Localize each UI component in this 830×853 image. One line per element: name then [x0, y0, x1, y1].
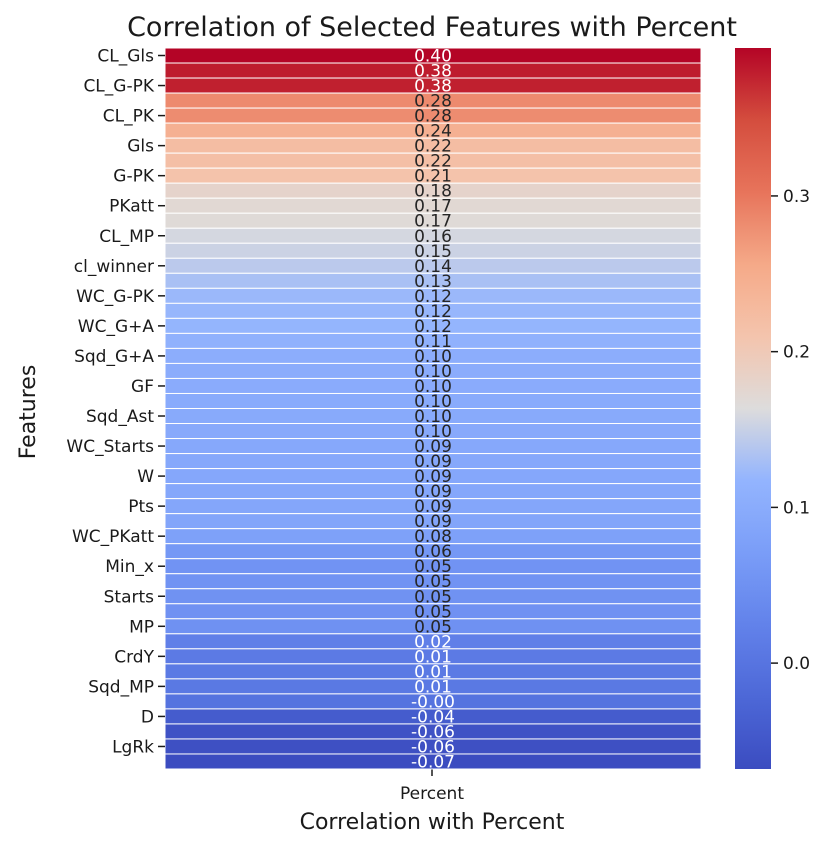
- cell-value-label: 0.10: [414, 362, 452, 382]
- heatmap-cell: [164, 753, 702, 770]
- heatmap-cells: [164, 47, 702, 770]
- y-tick-label: PKatt: [109, 197, 154, 217]
- y-tick-label: LgRk: [112, 737, 154, 757]
- cell-value-label: 0.22: [414, 152, 452, 172]
- cell-value-label: 0.16: [414, 227, 452, 247]
- cell-value-label: 0.15: [414, 242, 452, 262]
- y-tick-label: CL_PK: [103, 107, 155, 127]
- cell-value-label: 0.17: [414, 197, 452, 217]
- cell-value-label: 0.10: [414, 377, 452, 397]
- y-tick-label: WC_Starts: [66, 437, 154, 457]
- cell-value-label: -0.06: [411, 737, 455, 757]
- cell-value-label: 0.05: [414, 617, 452, 637]
- cell-value-label: 0.10: [414, 347, 452, 367]
- colorbar: [735, 48, 771, 769]
- cell-value-label: 0.08: [414, 527, 452, 547]
- colorbar-tick-label: 0.0: [783, 654, 810, 674]
- y-tick-label: W: [137, 467, 154, 487]
- colorbar-tick-label: 0.1: [783, 498, 810, 518]
- cell-value-label: 0.10: [414, 392, 452, 412]
- cell-value-label: 0.22: [414, 137, 452, 157]
- cell-value-label: 0.21: [414, 167, 452, 187]
- cell-value-label: -0.00: [411, 692, 455, 712]
- y-tick-label: CrdY: [114, 647, 154, 667]
- cell-value-label: 0.18: [414, 182, 452, 202]
- cell-value-label: 0.10: [414, 407, 452, 427]
- cell-value-label: 0.05: [414, 587, 452, 607]
- y-tick-label: Sqd_MP: [88, 677, 154, 697]
- cell-value-label: 0.06: [414, 542, 452, 562]
- colorbar-ticks: 0.0 0.1 0.2 0.3: [771, 187, 810, 674]
- cell-value-label: -0.04: [411, 707, 455, 727]
- cell-value-label: 0.12: [414, 317, 452, 337]
- y-tick-label: MP: [129, 617, 154, 637]
- cell-value-label: 0.02: [414, 632, 452, 652]
- y-tick-label: Pts: [128, 497, 154, 517]
- cell-value-label: 0.13: [414, 272, 452, 292]
- cell-value-label: 0.24: [414, 122, 452, 142]
- cell-value-label: -0.07: [411, 752, 455, 772]
- y-axis-label: Features: [16, 365, 41, 460]
- cell-value-label: 0.38: [414, 77, 452, 97]
- y-tick-label: CL_G-PK: [83, 77, 154, 97]
- cell-value-label: 0.38: [414, 62, 452, 82]
- y-tick-label: Sqd_Ast: [86, 407, 154, 427]
- cell-value-label: 0.01: [414, 677, 452, 697]
- cell-value-label: 0.12: [414, 302, 452, 322]
- cell-value-label: 0.09: [414, 452, 452, 472]
- x-axis-label: Correlation with Percent: [300, 810, 565, 835]
- cell-value-label: 0.12: [414, 287, 452, 307]
- cell-value-label: 0.28: [414, 92, 452, 112]
- cell-value-label: 0.09: [414, 497, 452, 517]
- cell-value-label: 0.09: [414, 512, 452, 532]
- y-tick-label: Starts: [104, 587, 155, 607]
- y-tick-label: CL_MP: [99, 227, 154, 247]
- cell-value-label: 0.01: [414, 662, 452, 682]
- y-tick-label: Min_x: [105, 557, 154, 577]
- cell-value-label: 0.28: [414, 107, 452, 127]
- y-tick-label: Sqd_G+A: [74, 347, 154, 367]
- y-tick-label: cl_winner: [74, 257, 154, 277]
- y-tick-label: CL_Gls: [97, 47, 154, 67]
- colorbar-tick-label: 0.3: [783, 187, 810, 207]
- y-tick-label: Gls: [127, 137, 154, 157]
- cell-value-label: 0.17: [414, 212, 452, 232]
- y-tick-label: WC_G-PK: [76, 287, 155, 307]
- y-tick-label: D: [141, 707, 154, 727]
- cell-value-label: 0.01: [414, 647, 452, 667]
- y-axis-ticks: CL_Gls CL_G-PK CL_PK Gls G-PK PKatt CL_MP cl_wi…: [66, 47, 165, 757]
- y-tick-label: G-PK: [113, 167, 155, 187]
- heatmap-cell-labels: 0.400.380.380.280.280.240.220.220.210.18…: [411, 47, 455, 773]
- y-tick-label: WC_PKatt: [72, 527, 154, 547]
- cell-value-label: -0.06: [411, 722, 455, 742]
- x-tick-label: Percent: [400, 784, 464, 804]
- cell-value-label: 0.14: [414, 257, 452, 277]
- cell-value-label: 0.09: [414, 467, 452, 487]
- cell-value-label: 0.05: [414, 572, 452, 592]
- cell-value-label: 0.10: [414, 422, 452, 442]
- y-tick-label: GF: [131, 377, 154, 397]
- cell-value-label: 0.05: [414, 557, 452, 577]
- cell-value-label: 0.05: [414, 602, 452, 622]
- cell-value-label: 0.09: [414, 437, 452, 457]
- cell-value-label: 0.11: [414, 332, 452, 352]
- cell-value-label: 0.09: [414, 482, 452, 502]
- colorbar-tick-label: 0.2: [783, 343, 810, 363]
- y-tick-label: WC_G+A: [78, 317, 155, 337]
- chart-title: Correlation of Selected Features with Pe…: [127, 12, 737, 43]
- cell-value-label: 0.40: [414, 47, 452, 67]
